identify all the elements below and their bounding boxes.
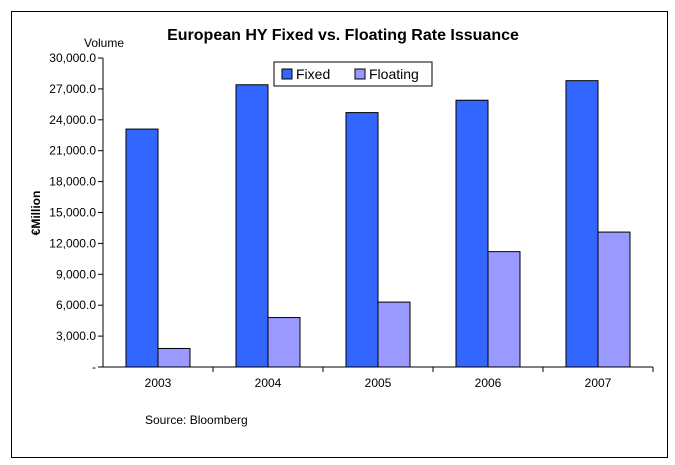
bar-fixed-2003 bbox=[125, 128, 159, 368]
bar-floating-2005 bbox=[377, 301, 411, 368]
legend-label-fixed: Fixed bbox=[296, 66, 330, 82]
source-note: Source: Bloomberg bbox=[145, 413, 248, 427]
bar-fixed-2006 bbox=[455, 99, 489, 368]
axes bbox=[102, 58, 653, 368]
bar-floating-2006 bbox=[487, 251, 521, 368]
x-tick-label: 2003 bbox=[145, 376, 172, 390]
bar-floating-2003 bbox=[157, 347, 191, 368]
volume-label: Volume bbox=[84, 36, 124, 50]
y-tick-label: 9,000.0 bbox=[56, 267, 96, 281]
legend-swatch-fixed bbox=[281, 68, 293, 80]
x-tick-label: 2004 bbox=[255, 376, 282, 390]
x-tick-label: 2006 bbox=[475, 376, 502, 390]
y-tick-label: 24,000.0 bbox=[49, 113, 96, 127]
x-tick-label: 2007 bbox=[585, 376, 612, 390]
legend-swatch-floating bbox=[354, 68, 366, 80]
bar-fixed-2007 bbox=[565, 80, 599, 368]
y-axis-label: €Million bbox=[29, 191, 43, 236]
bars bbox=[125, 80, 631, 368]
y-tick-label: 3,000.0 bbox=[56, 329, 96, 343]
y-tick-label: 15,000.0 bbox=[49, 206, 96, 220]
y-tick-label: 6,000.0 bbox=[56, 298, 96, 312]
y-tick-label: 12,000.0 bbox=[49, 236, 96, 250]
y-ticks: - 3,000.0 6,000.0 9,000.0 12,000.0 15,000.0 18… bbox=[49, 51, 103, 374]
x-ticks: 2003 2004 2005 2006 2007 bbox=[145, 367, 654, 390]
bar-fixed-2005 bbox=[345, 112, 379, 368]
bar-fixed-2004 bbox=[235, 84, 269, 368]
y-tick-label: 21,000.0 bbox=[49, 144, 96, 158]
y-tick-label: - bbox=[92, 360, 96, 374]
x-tick-label: 2005 bbox=[365, 376, 392, 390]
legend-label-floating: Floating bbox=[369, 66, 419, 82]
legend-box bbox=[273, 61, 433, 87]
bar-floating-2007 bbox=[597, 231, 631, 368]
y-tick-label: 27,000.0 bbox=[49, 82, 96, 96]
legend: Fixed Floating bbox=[273, 61, 433, 87]
y-tick-label: 18,000.0 bbox=[49, 175, 96, 189]
chart-title: European HY Fixed vs. Floating Rate Issu… bbox=[167, 27, 519, 44]
y-tick-label: 30,000.0 bbox=[49, 51, 96, 65]
bar-floating-2004 bbox=[267, 317, 301, 368]
